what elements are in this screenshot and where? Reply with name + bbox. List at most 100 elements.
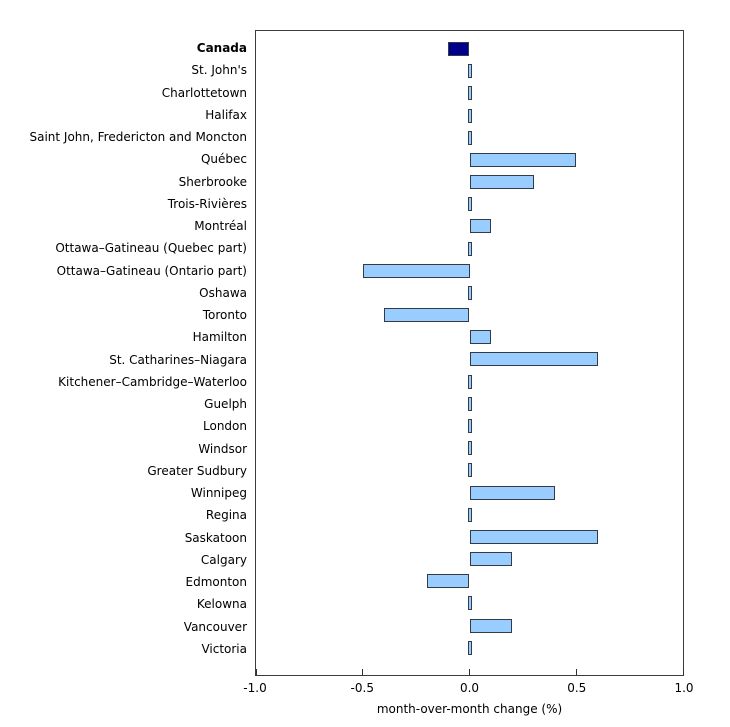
category-label: Canada — [196, 41, 247, 56]
x-axis-tick-label: 0.5 — [567, 681, 587, 695]
category-label: Windsor — [198, 441, 247, 456]
category-label: Ottawa–Gatineau (Quebec part) — [55, 241, 247, 256]
category-label: St. Catharines–Niagara — [109, 352, 247, 367]
chart-row — [256, 260, 683, 282]
category-label: Vancouver — [183, 619, 247, 634]
chart-row — [256, 193, 683, 215]
category-label: Calgary — [200, 552, 247, 567]
chart-row — [256, 38, 683, 60]
zero-bar — [467, 441, 472, 456]
bar — [362, 263, 470, 278]
x-axis-tick-label: -1.0 — [243, 681, 267, 695]
chart-row — [256, 481, 683, 503]
x-axis-tick — [469, 669, 470, 675]
category-label: Kelowna — [196, 597, 247, 612]
bar — [469, 552, 513, 567]
category-label: Victoria — [201, 641, 247, 656]
category-label: Toronto — [202, 308, 247, 323]
category-label: St. John's — [191, 63, 247, 78]
chart-row — [256, 614, 683, 636]
chart-row — [256, 526, 683, 548]
zero-bar — [467, 197, 472, 212]
bar — [469, 618, 513, 633]
category-label: Regina — [205, 508, 247, 523]
zero-bar — [467, 419, 472, 433]
highlight-bar — [448, 42, 470, 57]
x-axis-tick — [575, 669, 577, 675]
chart-row — [256, 637, 683, 659]
chart-row — [256, 304, 683, 326]
x-axis-tick — [362, 669, 364, 675]
x-axis-tick-label: 0.0 — [459, 681, 480, 695]
chart-row — [256, 171, 683, 193]
chart-row — [256, 393, 683, 415]
chart-row — [256, 238, 683, 260]
bar — [426, 574, 470, 589]
chart-row — [256, 592, 683, 614]
category-label: Hamilton — [192, 330, 247, 345]
x-axis-tick-label: 1.0 — [674, 681, 694, 695]
chart-row — [256, 82, 683, 104]
x-axis-tick-label: -0.5 — [350, 681, 374, 695]
category-label: Saint John, Fredericton and Moncton — [29, 130, 247, 145]
x-axis-title: month-over-month change (%) — [376, 702, 563, 716]
zero-bar — [467, 640, 472, 655]
category-label: London — [203, 419, 247, 434]
chart-row — [256, 459, 683, 481]
y-axis-category-labels: Canada St. John's Charlottetown Halifax Sain… — [0, 30, 247, 676]
zero-bar — [467, 130, 472, 145]
category-label: Greater Sudbury — [147, 463, 247, 478]
chart-row — [256, 60, 683, 82]
category-label: Kitchener–Cambridge–Waterloo — [58, 374, 247, 389]
bar — [469, 485, 555, 500]
plot-area — [255, 30, 684, 676]
chart-row — [256, 504, 683, 526]
category-label: Sherbrooke — [178, 174, 247, 189]
chart-row — [256, 348, 683, 370]
zero-bar — [467, 241, 472, 256]
zero-bar — [467, 64, 472, 79]
bar — [384, 308, 470, 323]
x-axis-tick — [255, 669, 257, 675]
category-label: Saskatoon — [184, 530, 247, 545]
chart-row — [256, 570, 683, 592]
category-label: Edmonton — [185, 575, 248, 590]
chart-row — [256, 415, 683, 437]
chart-row — [256, 548, 683, 570]
category-label: Ottawa–Gatineau (Ontario part) — [56, 263, 247, 278]
category-label: Québec — [200, 152, 247, 167]
chart-row — [256, 282, 683, 304]
category-label: Oshawa — [199, 285, 247, 300]
chart-row — [256, 105, 683, 127]
bar — [469, 175, 534, 190]
category-label: Trois-Rivières — [167, 196, 247, 211]
bar — [469, 330, 491, 345]
zero-bar — [467, 396, 472, 411]
bar — [469, 352, 598, 367]
chart-row — [256, 215, 683, 237]
bar — [469, 152, 577, 167]
category-label: Charlottetown — [161, 85, 247, 100]
x-axis-tick-labels: -1.0 -0.5 0.0 0.5 1.0 — [243, 681, 693, 696]
chart-row — [256, 326, 683, 348]
chart-row — [256, 127, 683, 149]
bar-rows — [256, 31, 683, 675]
chart-row — [256, 149, 683, 171]
x-axis-tick — [682, 669, 684, 675]
bar — [469, 529, 598, 544]
category-label: Halifax — [205, 107, 247, 122]
zero-bar — [467, 596, 472, 611]
zero-bar — [467, 463, 472, 478]
zero-bar — [467, 507, 472, 522]
category-label: Winnipeg — [190, 486, 247, 501]
zero-bar — [467, 285, 472, 300]
zero-bar — [467, 374, 472, 389]
bar — [469, 219, 491, 234]
category-label: Montréal — [194, 219, 247, 234]
zero-bar — [467, 86, 472, 101]
category-label: Guelph — [204, 397, 247, 412]
chart-row — [256, 437, 683, 459]
zero-bar — [467, 108, 472, 123]
chart-row — [256, 371, 683, 393]
